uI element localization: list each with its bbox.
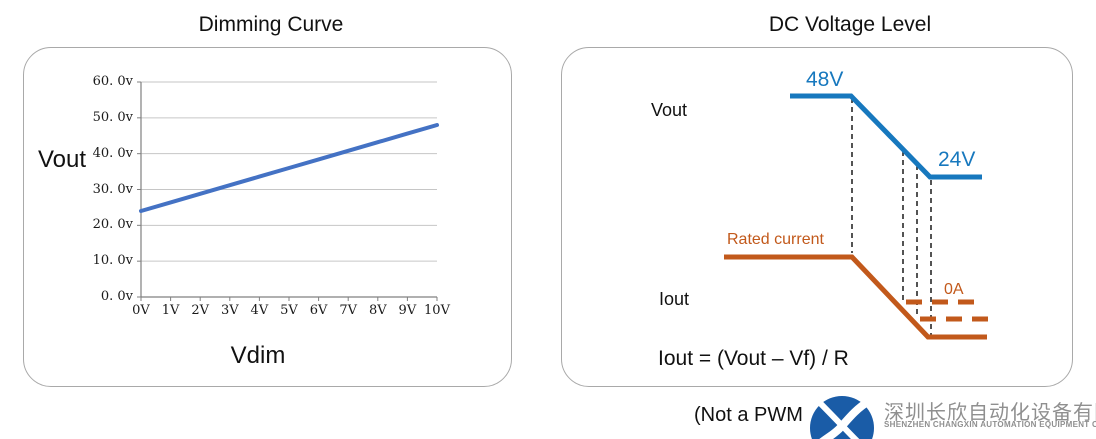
x-tick-label: 8V: [368, 303, 387, 318]
x-tick-label: 0V: [132, 303, 150, 318]
x-tick-label: 5V: [280, 303, 298, 318]
logo-ribbon-2: [817, 400, 860, 439]
x-tick-label: 4V: [250, 303, 269, 318]
x-tick-label: 7V: [339, 303, 358, 318]
dimming-curve-panel: [23, 47, 512, 387]
y-tick-label: 30. 0v: [92, 181, 133, 197]
dimming-x-axis-label: Vdim: [230, 342, 286, 369]
y-tick-label: 10. 0v: [92, 253, 133, 269]
company-logo-icon: [810, 396, 874, 439]
vout-high-value-label: 48V: [806, 68, 844, 91]
vout-trace: [790, 93, 982, 180]
rated-current-label: Rated current: [727, 231, 824, 248]
x-tick-label: 2V: [191, 303, 210, 318]
vout-trace-label: Vout: [651, 100, 688, 120]
x-tick-label: 10V: [424, 303, 450, 318]
y-tick-label: 0. 0v: [100, 289, 133, 304]
x-tick-label: 3V: [220, 303, 239, 318]
dimming-curve-title: Dimming Curve: [198, 13, 344, 36]
dimming-gridlines: [141, 81, 437, 262]
dimming-tick-marks: [137, 81, 438, 301]
guide-lines-group: [851, 98, 932, 335]
pwm-note: (Not a PWM: [694, 404, 803, 426]
dimming-line: [139, 123, 439, 213]
company-name-cn: 深圳长欣自动化设备有限公司: [884, 402, 1096, 424]
vout-low-value-label: 24V: [938, 148, 976, 171]
x-tick-label: 9V: [398, 303, 417, 318]
y-tick-label: 20. 0v: [92, 217, 133, 233]
iout-trace-label: Iout: [659, 289, 690, 309]
iout-formula: Iout = (Vout – Vf) / R: [658, 347, 849, 370]
company-name-en: SHENZHEN CHANGXIN AUTOMATION EQUIPMENT C…: [884, 420, 1096, 429]
dc-voltage-level-panel: [561, 47, 1073, 387]
dimming-y-axis-label: Vout: [38, 146, 87, 173]
y-tick-label: 50. 0v: [92, 109, 133, 125]
zero-amp-label: 0A: [944, 281, 964, 298]
y-tick-label: 40. 0v: [92, 145, 133, 161]
x-tick-label: 1V: [161, 303, 180, 318]
iout-trace: [724, 254, 987, 340]
dc-voltage-level-title: DC Voltage Level: [768, 13, 932, 36]
x-tick-label: 6V: [309, 303, 328, 318]
y-tick-label: 60. 0v: [92, 74, 133, 89]
